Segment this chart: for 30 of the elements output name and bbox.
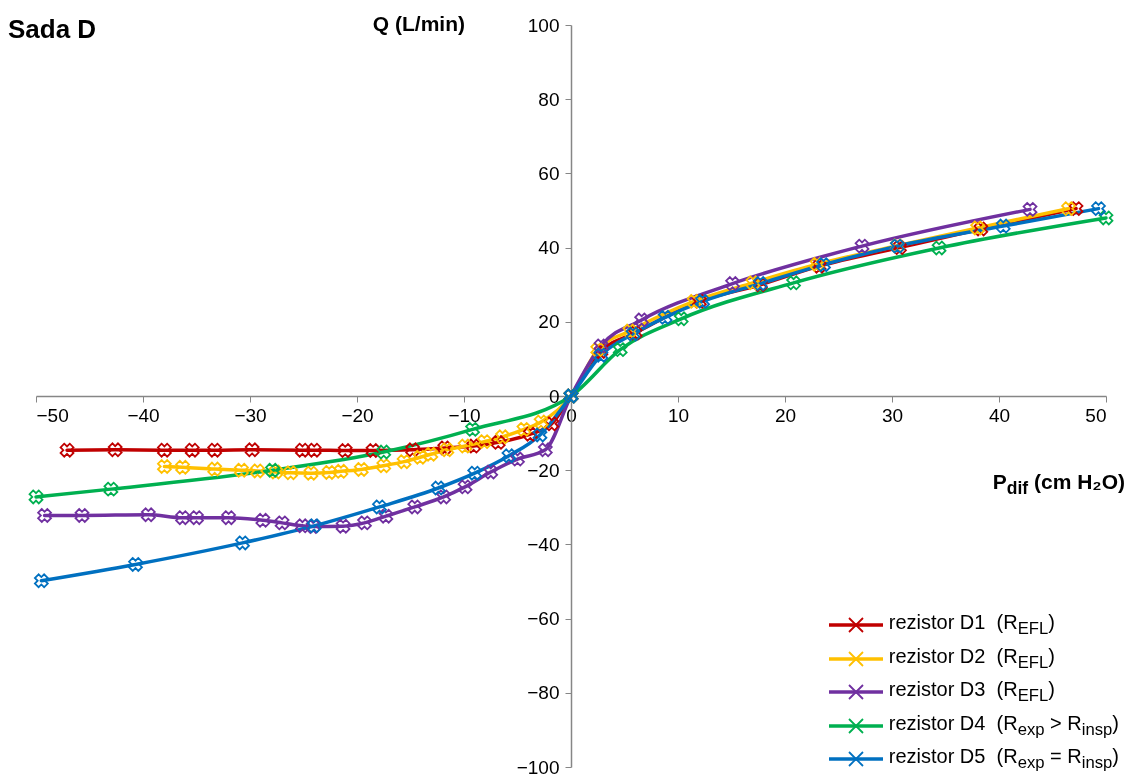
legend-label: rezistor D4 (R$_{exp}$ > R$_{insp}$) bbox=[888, 711, 1119, 740]
y-tick-label: 0 bbox=[548, 385, 560, 407]
legend-label: rezistor D5 (R$_{exp}$ = R$_{insp}$) bbox=[888, 745, 1119, 774]
x-tick-label: 30 bbox=[881, 404, 904, 426]
y-tick-label: −60 bbox=[527, 608, 560, 630]
x-tick-label: 50 bbox=[1085, 404, 1107, 426]
x-tick-label: −20 bbox=[341, 404, 374, 426]
x-tick-label: 10 bbox=[667, 404, 690, 426]
legend-label: rezistor D2 (R$_{EFL}$) bbox=[888, 644, 1055, 673]
y-tick-label: 40 bbox=[538, 237, 560, 259]
y-tick-label: 80 bbox=[538, 88, 560, 110]
x-tick-label: −30 bbox=[234, 404, 267, 426]
x-tick-label: −40 bbox=[127, 404, 160, 426]
x-tick-label: 20 bbox=[774, 404, 797, 426]
legend-label: rezistor D1 (R$_{EFL}$) bbox=[888, 611, 1055, 640]
y-tick-label: −80 bbox=[527, 682, 560, 704]
x-axis-title: P$_{dif}$ (cm H₂O) bbox=[992, 470, 1125, 500]
y-tick-label: −100 bbox=[516, 756, 560, 778]
y-tick-label: −20 bbox=[527, 459, 560, 481]
x-tick-label: 0 bbox=[566, 404, 577, 426]
x-tick-label: −50 bbox=[36, 404, 69, 426]
x-tick-label: −10 bbox=[448, 404, 481, 426]
y-tick-label: 60 bbox=[538, 162, 560, 184]
legend-label: rezistor D3 (R$_{EFL}$) bbox=[888, 678, 1055, 707]
y-tick-label: 20 bbox=[538, 311, 560, 333]
y-tick-label: 100 bbox=[527, 14, 560, 36]
chart-title: Sada D bbox=[8, 14, 97, 45]
x-tick-label: 40 bbox=[988, 404, 1011, 426]
y-tick-label: −40 bbox=[527, 533, 560, 555]
y-axis-title: Q (L/min) bbox=[372, 12, 465, 36]
